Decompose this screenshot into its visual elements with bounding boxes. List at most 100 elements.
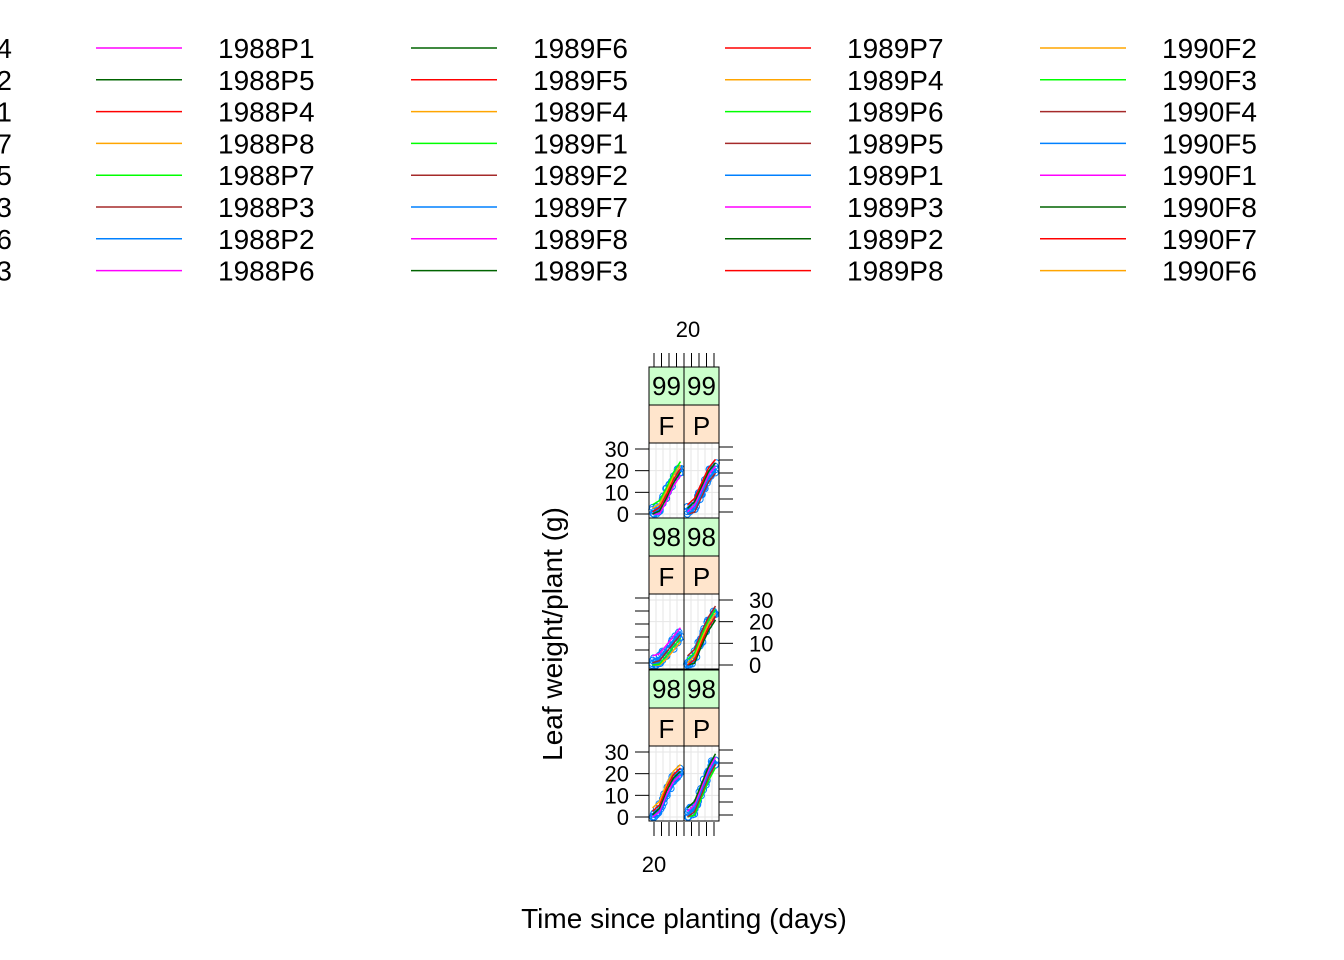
strip-year: [683, 517, 720, 557]
strip-year: [683, 366, 720, 406]
data-point: [711, 469, 719, 477]
legend-label: 1989P5: [847, 128, 944, 159]
strip-variety: [648, 404, 685, 444]
strip-year-label: 98: [652, 674, 681, 704]
legend-label: 1988P4: [218, 97, 315, 128]
series-line: [651, 767, 682, 812]
strip-year-label: 98: [652, 522, 681, 552]
strip-year-label: 98: [687, 522, 716, 552]
y-tick-label: 20: [605, 459, 629, 484]
series-line: [687, 619, 717, 666]
legend-label: 1989F2: [533, 160, 628, 191]
strip-variety: [648, 555, 685, 595]
legend: 1988P11988P51988P41988P81988P71988P31988…: [96, 33, 1257, 287]
series-line: [686, 753, 717, 809]
series-line: [686, 605, 717, 657]
legend-label-clipped: 2: [0, 65, 12, 96]
y-tick-label: 30: [605, 437, 629, 462]
series-line: [652, 774, 682, 818]
legend-label: 1989F6: [533, 33, 628, 64]
legend-label: 1990F6: [1162, 256, 1257, 287]
series-line: [687, 472, 717, 515]
panel: 99 F: [648, 366, 686, 519]
panel-grid: 99 F 99 P 98 F 98 P 98 F 98 P: [648, 366, 720, 822]
panel: 99 P: [683, 366, 720, 519]
strip-year: [683, 669, 720, 709]
series-line: [651, 764, 682, 809]
strip-year: [648, 517, 685, 557]
legend-label: 1989F8: [533, 224, 628, 255]
legend-label-clipped: 6: [0, 224, 12, 255]
series-line: [686, 756, 717, 812]
strip-variety: [648, 707, 685, 747]
legend-label: 1989F3: [533, 256, 628, 287]
y-tick-label: 0: [617, 502, 629, 527]
y-tick-label: 10: [605, 480, 629, 505]
legend-label: 1990F7: [1162, 224, 1257, 255]
x-tick-label: 20: [676, 317, 700, 342]
panel-border: [683, 593, 720, 670]
legend-label: 1989P3: [847, 192, 944, 223]
strip-variety-label: P: [693, 714, 710, 744]
legend-label: 1989F1: [533, 128, 628, 159]
strip-year-label: 98: [687, 674, 716, 704]
panel: 98 F: [648, 669, 686, 822]
series-line: [652, 777, 682, 818]
series-line: [652, 468, 682, 513]
series-line: [652, 461, 682, 506]
legend-label: 1989P7: [847, 33, 944, 64]
series-line: [686, 612, 717, 664]
x-axis-label: Time since planting (days): [521, 903, 847, 934]
panel: 98 P: [683, 517, 720, 670]
y-tick-label: 0: [617, 805, 629, 830]
strip-year-label: 99: [687, 371, 716, 401]
legend-label-clipped: 7: [0, 128, 12, 159]
legend-label: 1989P6: [847, 97, 944, 128]
legend-label: 1989F5: [533, 65, 628, 96]
series-line: [686, 609, 717, 660]
panel-border: [683, 745, 720, 822]
legend-label-clipped: 5: [0, 160, 12, 191]
y-tick-label: 0: [749, 653, 761, 678]
legend-label: 1990F4: [1162, 97, 1257, 128]
series-line: [652, 634, 682, 664]
legend-label-clipped: 4: [0, 33, 12, 64]
legend-label: 1989P1: [847, 160, 944, 191]
legend-label: 1989P4: [847, 65, 944, 96]
legend-label: 1988P7: [218, 160, 315, 191]
strip-year: [648, 366, 685, 406]
legend-label: 1989P8: [847, 256, 944, 287]
panel: 98 P: [683, 669, 720, 822]
y-tick-label: 10: [749, 631, 773, 656]
strip-variety: [683, 555, 720, 595]
series-line: [687, 767, 717, 818]
strip-variety-label: P: [693, 562, 710, 592]
strip-variety-label: F: [659, 714, 675, 744]
strip-variety-label: F: [659, 562, 675, 592]
legend-label: 1989F7: [533, 192, 628, 223]
y-tick-label: 30: [605, 740, 629, 765]
series-line: [686, 458, 717, 506]
series-line: [652, 627, 682, 657]
y-tick-label: 30: [749, 588, 773, 613]
legend-label: 1990F8: [1162, 192, 1257, 223]
panel: 98 F: [648, 517, 686, 670]
y-tick-label: 20: [605, 762, 629, 787]
legend-label: 1990F2: [1162, 33, 1257, 64]
x-tick-label: 20: [642, 852, 666, 877]
series-line: [652, 464, 682, 510]
series-line: [652, 471, 682, 515]
series-line: [652, 630, 682, 661]
series-line: [687, 763, 717, 818]
legend-label-clipped: 1: [0, 97, 12, 128]
series-line: [652, 637, 682, 666]
legend-label: 1988P8: [218, 128, 315, 159]
series-line: [686, 465, 717, 513]
legend-label: 1988P6: [218, 256, 315, 287]
strip-variety-label: F: [659, 411, 675, 441]
series-line: [651, 770, 682, 816]
strip-variety-label: P: [693, 411, 710, 441]
